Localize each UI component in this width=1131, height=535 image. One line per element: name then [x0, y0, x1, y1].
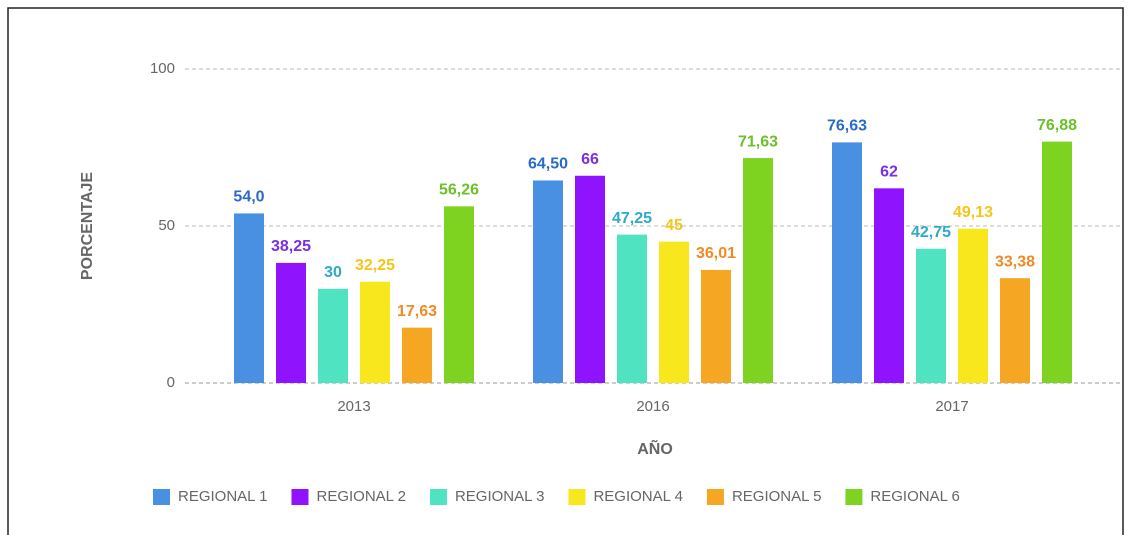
legend-swatch: [706, 489, 724, 505]
value-label: 36,01: [696, 245, 736, 262]
value-label: 54,0: [233, 189, 264, 206]
value-label: 47,25: [612, 210, 652, 227]
value-label: 42,75: [911, 224, 951, 241]
legend-label: REGIONAL 6: [870, 488, 959, 505]
x-tick-label: 2013: [337, 398, 370, 415]
bar: [575, 175, 605, 383]
legend-swatch: [568, 489, 586, 505]
y-tick-label: 50: [158, 217, 175, 234]
value-label: 62: [880, 164, 898, 181]
legend-label: REGIONAL 5: [732, 488, 821, 505]
value-label: 66: [581, 151, 599, 168]
bar: [832, 142, 862, 383]
value-label: 45: [665, 217, 683, 234]
legend-swatch: [291, 489, 309, 505]
bar: [360, 281, 390, 383]
bar: [1000, 278, 1030, 383]
legend-swatch: [845, 489, 863, 505]
value-label: 32,25: [355, 257, 395, 274]
value-label: 38,25: [271, 238, 311, 255]
value-label: 17,63: [397, 303, 437, 320]
bar: [701, 269, 731, 383]
legend-label: REGIONAL 2: [316, 488, 405, 505]
value-label: 64,50: [528, 156, 568, 173]
legend-label: REGIONAL 1: [178, 488, 267, 505]
value-label: 71,63: [738, 133, 778, 150]
value-label: 33,38: [995, 253, 1035, 270]
value-label: 49,13: [953, 204, 993, 221]
y-axis-title: PORCENTAJE: [79, 172, 96, 280]
bar: [916, 248, 946, 383]
bar: [533, 180, 563, 383]
legend-swatch: [429, 489, 447, 505]
bar: [444, 206, 474, 383]
x-tick-label: 2016: [636, 398, 669, 415]
legend-label: REGIONAL 4: [593, 488, 682, 505]
bar: [402, 327, 432, 383]
x-axis-title: AÑO: [637, 438, 673, 458]
bar: [318, 288, 348, 383]
value-label: 76,63: [827, 118, 867, 135]
frame: [7, 7, 1124, 535]
y-tick-label: 100: [150, 60, 175, 77]
bar: [958, 228, 988, 383]
bar: [276, 262, 306, 383]
bar: [1042, 141, 1072, 383]
y-tick-label: 0: [167, 374, 175, 391]
legend-swatch: [153, 489, 170, 505]
bar: [743, 158, 773, 383]
x-tick-label: 2017: [935, 398, 968, 415]
value-label: 56,26: [439, 182, 479, 199]
value-label: 30: [324, 264, 342, 281]
bar: [234, 213, 264, 383]
bar: [659, 241, 689, 383]
bar: [617, 234, 647, 383]
bar: [874, 188, 904, 383]
value-label: 76,88: [1037, 117, 1077, 134]
legend-label: REGIONAL 3: [455, 488, 544, 505]
